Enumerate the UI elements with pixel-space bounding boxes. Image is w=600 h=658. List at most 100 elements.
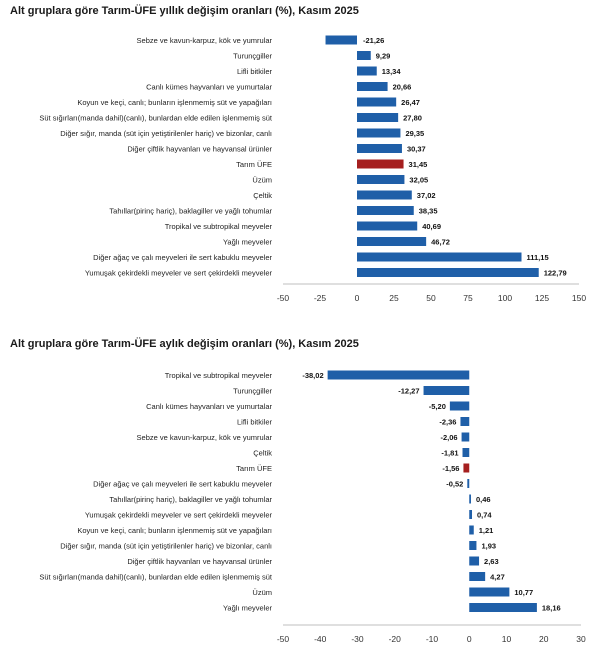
annual-value-label: 40,69: [422, 222, 441, 231]
monthly-tick-label: 30: [576, 634, 586, 644]
monthly-bar: [469, 603, 537, 612]
annual-category-label: Tropikal ve subtropikal meyveler: [165, 222, 273, 231]
monthly-tick-label: 10: [502, 634, 512, 644]
annual-bar: [325, 35, 357, 45]
monthly-value-label: -12,27: [398, 387, 419, 396]
annual-value-label: 27,80: [403, 114, 422, 123]
annual-value-label: 37,02: [417, 191, 436, 200]
annual-bar: [357, 159, 404, 169]
monthly-category-label: Canlı kümes hayvanları ve yumurtalar: [146, 402, 272, 411]
monthly-bar: [469, 494, 471, 504]
monthly-category-label: Diğer sığır, manda (süt için yetiştirile…: [60, 542, 272, 551]
monthly-value-label: -1,81: [441, 449, 458, 458]
annual-category-label: Canlı kümes hayvanları ve yumurtalar: [146, 83, 272, 92]
annual-bar: [357, 221, 418, 231]
monthly-value-label: -0,52: [446, 480, 463, 489]
annual-category-label: Sebze ve kavun-karpuz, kök ve yumrular: [137, 36, 273, 45]
monthly-value-label: -1,56: [442, 464, 459, 473]
monthly-value-label: 2,63: [484, 557, 499, 566]
annual-category-label: Üzüm: [252, 176, 272, 185]
monthly-tick-label: 0: [467, 634, 472, 644]
annual-category-label: Diğer çiftlik hayvanları ve hayvansal ür…: [127, 145, 272, 154]
monthly-category-label: Lifli bitkiler: [237, 418, 273, 427]
annual-value-label: 32,05: [409, 176, 428, 185]
monthly-chart-title: Alt gruplara göre Tarım-ÜFE aylık değişi…: [10, 338, 359, 350]
annual-value-label: 26,47: [401, 98, 420, 107]
monthly-bar: [469, 556, 480, 566]
annual-category-label: Koyun ve keçi, canlı; bunların işlenmemi…: [77, 98, 272, 107]
annual-category-label: Yumuşak çekirdekli meyveler ve sert çeki…: [85, 269, 273, 278]
annual-bar: [357, 113, 399, 122]
monthly-value-label: 10,77: [514, 588, 533, 597]
monthly-category-label: Yağlı meyveler: [223, 604, 273, 613]
annual-chart-title: Alt gruplara göre Tarım-ÜFE yıllık değiş…: [10, 5, 359, 17]
monthly-bar: [469, 510, 473, 519]
annual-tick-label: 125: [535, 293, 549, 303]
annual-value-label: 20,66: [393, 83, 412, 92]
monthly-category-label: Diğer ağaç ve çalı meyveleri ile sert ka…: [93, 480, 272, 489]
annual-tick-label: -25: [314, 293, 327, 303]
annual-bar: [357, 252, 522, 262]
monthly-chart: Alt gruplara göre Tarım-ÜFE aylık değişi…: [0, 330, 600, 647]
annual-tick-label: 150: [572, 293, 586, 303]
annual-value-label: 9,29: [376, 52, 391, 61]
annual-bar: [357, 97, 397, 107]
monthly-category-label: Çeltik: [253, 449, 272, 458]
annual-value-label: 13,34: [382, 67, 402, 76]
annual-value-label: 31,45: [409, 160, 428, 169]
monthly-tick-label: -20: [389, 634, 402, 644]
annual-tick-label: 0: [355, 293, 360, 303]
annual-bar: [357, 128, 401, 138]
annual-category-label: Diğer ağaç ve çalı meyveleri ile sert ka…: [93, 253, 272, 262]
monthly-value-label: 1,21: [479, 526, 494, 535]
monthly-category-label: Süt sığırları(manda dahil)(canlı), bunla…: [39, 573, 273, 582]
annual-category-label: Tahıllar(pirinç hariç), baklagiller ve y…: [109, 207, 272, 216]
monthly-value-label: -5,20: [429, 402, 446, 411]
annual-tick-label: 50: [426, 293, 436, 303]
annual-bar: [357, 190, 412, 200]
annual-category-label: Süt sığırları(manda dahil)(canlı), bunla…: [39, 114, 273, 123]
monthly-bar: [469, 525, 474, 535]
monthly-category-label: Koyun ve keçi, canlı; bunların işlenmemi…: [77, 526, 272, 535]
annual-bar: [357, 268, 539, 277]
annual-bar: [357, 237, 427, 246]
annual-chart-plot: -50 -25 0 25 50 75 100 125 150 Sebze ve kavun-kar…: [39, 35, 586, 303]
annual-value-label: 46,72: [431, 238, 450, 247]
monthly-tick-label: -50: [277, 634, 290, 644]
annual-category-label: Lifli bitkiler: [237, 67, 273, 76]
monthly-value-label: 18,16: [542, 604, 561, 613]
monthly-value-label: -38,02: [302, 371, 323, 380]
monthly-category-label: Sebze ve kavun-karpuz, kök ve yumrular: [137, 433, 273, 442]
annual-value-label: 29,35: [405, 129, 424, 138]
monthly-bar: [469, 587, 510, 597]
monthly-tick-label: -30: [351, 634, 364, 644]
annual-tick-label: 75: [463, 293, 473, 303]
monthly-value-label: -2,36: [439, 418, 456, 427]
monthly-category-label: Üzüm: [252, 588, 272, 597]
monthly-bar: [462, 448, 470, 457]
annual-bar: [357, 144, 402, 153]
monthly-bar: [463, 463, 470, 473]
monthly-tick-label: -10: [426, 634, 439, 644]
annual-value-label: 111,15: [527, 253, 549, 262]
monthly-value-label: 0,74: [477, 511, 492, 520]
monthly-category-label: Turunçgiller: [233, 387, 272, 396]
annual-bar: [357, 82, 388, 91]
monthly-bar: [327, 370, 470, 380]
monthly-value-label: 1,93: [481, 542, 496, 551]
monthly-category-label: Diğer çiftlik hayvanları ve hayvansal ür…: [127, 557, 272, 566]
annual-tick-label: 100: [498, 293, 512, 303]
monthly-bar: [461, 432, 470, 442]
monthly-bar: [423, 386, 470, 395]
annual-tick-label: 25: [389, 293, 399, 303]
monthly-bar: [469, 572, 486, 581]
monthly-bar: [469, 541, 477, 550]
annual-category-label: Çeltik: [253, 191, 272, 200]
annual-category-label: Turunçgiller: [233, 52, 272, 61]
annual-bar: [357, 206, 414, 215]
monthly-category-label: Tahıllar(pirinç hariç), baklagiller ve y…: [109, 495, 272, 504]
monthly-value-label: 4,27: [490, 573, 505, 582]
annual-bar: [357, 51, 371, 60]
monthly-category-label: Tropikal ve subtropikal meyveler: [165, 371, 273, 380]
annual-category-label: Diğer sığır, manda (süt için yetiştirile…: [60, 129, 272, 138]
